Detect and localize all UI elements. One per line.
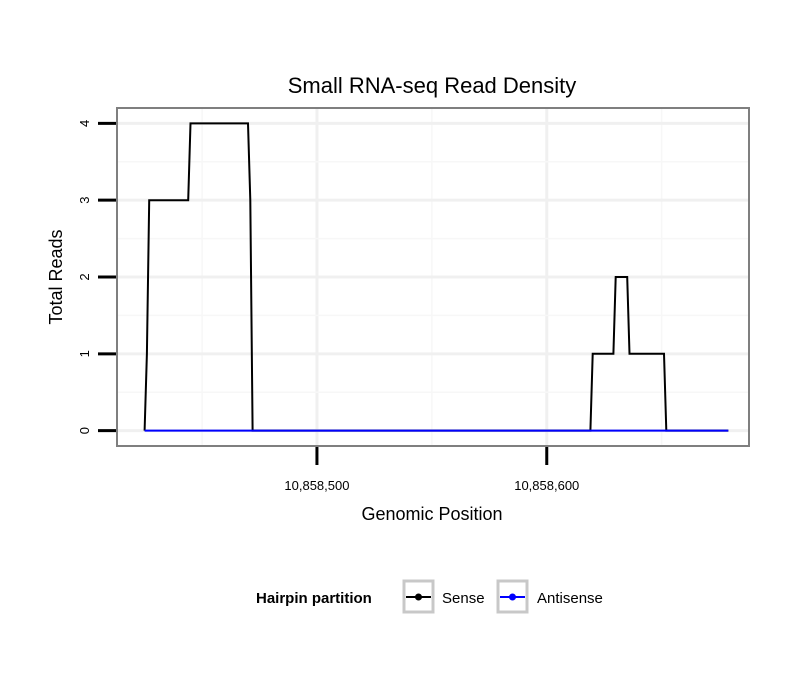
- legend-key-sense-marker: [415, 593, 422, 601]
- y-tick-label-0: 0: [77, 427, 92, 434]
- legend-label-antisense: Antisense: [537, 590, 603, 607]
- x-tick-label-1: 10,858,600: [514, 478, 579, 493]
- chart-title: Small RNA-seq Read Density: [288, 73, 577, 98]
- y-tick-label-2: 2: [77, 273, 92, 280]
- y-axis: 0 1 2 3 4: [77, 120, 117, 434]
- legend-key-antisense-marker: [509, 593, 516, 601]
- series-lines: [143, 122, 729, 432]
- x-axis-label: Genomic Position: [361, 504, 502, 524]
- x-axis: 10,858,500 10,858,600: [284, 446, 579, 493]
- x-tick-label-0: 10,858,500: [284, 478, 349, 493]
- legend-label-sense: Sense: [442, 590, 485, 607]
- y-tick-label-3: 3: [77, 197, 92, 204]
- y-tick-label-1: 1: [77, 350, 92, 357]
- plot-border: [116, 107, 750, 447]
- y-tick-label-4: 4: [77, 120, 92, 127]
- y-axis-label: Total Reads: [46, 229, 66, 324]
- legend-title: Hairpin partition: [256, 590, 372, 607]
- legend: Hairpin partition Sense Antisense: [256, 579, 603, 614]
